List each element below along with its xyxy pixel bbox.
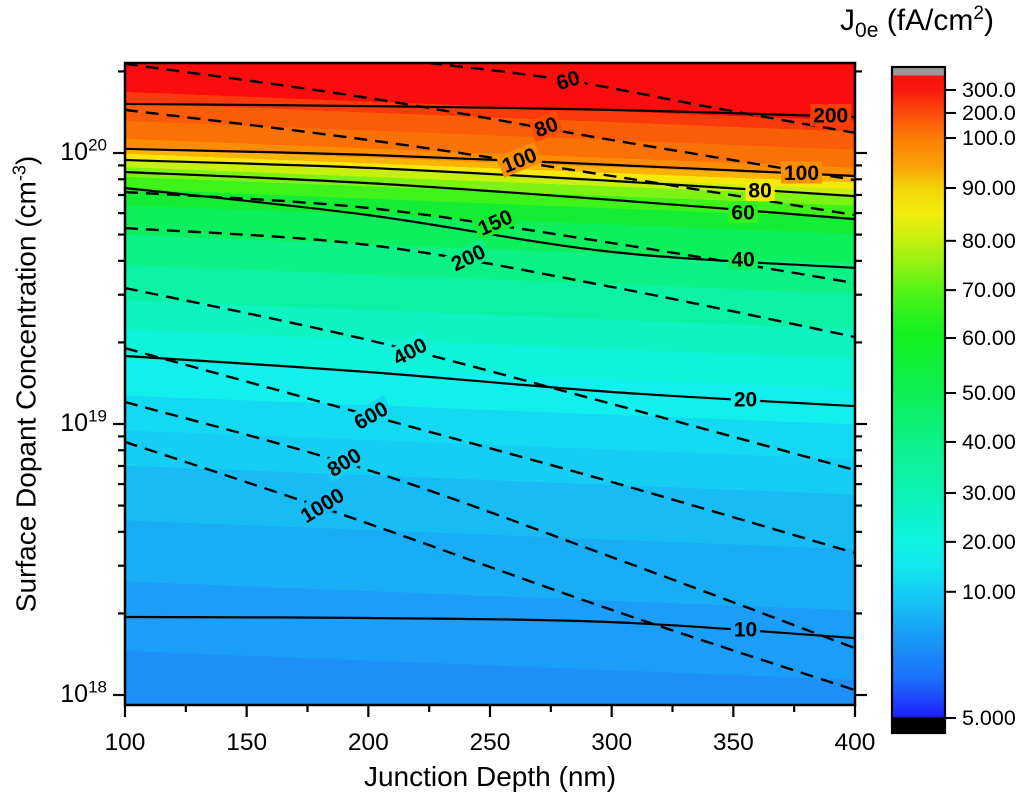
contour-label-solid-200: 200 xyxy=(810,104,852,128)
contour-label-dashed-200: 200 xyxy=(444,238,492,276)
contour-label-solid-100: 100 xyxy=(780,161,823,185)
colorbar-tick-label-30.00: 30.00 xyxy=(962,481,1016,505)
contour-label-solid-40: 40 xyxy=(728,247,758,271)
x-axis-title: Junction Depth (nm) xyxy=(363,761,617,792)
y-tick-label-1e20: 1020 xyxy=(60,135,107,166)
x-tick-label-400: 400 xyxy=(835,729,876,756)
contour-line-dashed-80 xyxy=(125,63,855,182)
colorbar-tick-label-10.00: 10.00 xyxy=(962,580,1016,604)
colorbar-tick-label-200.0: 200.0 xyxy=(962,101,1016,125)
x-tick-label-250: 250 xyxy=(470,729,511,756)
x-tick-label-300: 300 xyxy=(591,729,632,756)
x-tick-label-150: 150 xyxy=(226,729,267,756)
contour-line-dashed-1000 xyxy=(125,440,855,692)
contour-label-text: 100 xyxy=(784,162,819,185)
x-tick-label-350: 350 xyxy=(713,729,754,756)
axes-ticks: 100 150 200 250 300 350 400 xyxy=(105,70,876,756)
contour-lines: 6080100150200400600800100020010080604020… xyxy=(125,63,855,692)
y-axis-title: Surface Dopant Concentration (cm-3) xyxy=(9,155,42,613)
contour-line-solid-100 xyxy=(125,147,855,178)
colorbar-tick-label-90.00: 90.00 xyxy=(962,176,1016,200)
contour-line-dashed-200 xyxy=(125,226,855,339)
contour-label-solid-10: 10 xyxy=(730,618,761,642)
contour-label-solid-20: 20 xyxy=(730,388,761,412)
contour-label-solid-60: 60 xyxy=(728,201,758,225)
contour-label-text: 40 xyxy=(731,248,754,271)
x-tick-label-200: 200 xyxy=(348,729,389,756)
colorbar-tick-label-50.00: 50.00 xyxy=(962,381,1016,405)
contour-label-solid-80: 80 xyxy=(745,179,775,203)
colorbar-tick-label-100.0: 100.0 xyxy=(962,126,1016,150)
y-tick-label-1e19: 1019 xyxy=(60,406,107,437)
contour-label-text: 200 xyxy=(813,105,848,128)
x-tick-label-100: 100 xyxy=(105,729,146,756)
contour-line-dashed-600 xyxy=(125,346,855,555)
contour-line-dashed-100 xyxy=(125,108,855,217)
contour-line-dashed-800 xyxy=(125,400,855,650)
colorbar-tick-label-70.00: 70.00 xyxy=(962,278,1016,302)
colorbar xyxy=(890,65,947,735)
contour-line-solid-200 xyxy=(125,102,855,119)
colorbar-tick-label-60.00: 60.00 xyxy=(962,326,1016,350)
contour-line-dashed-400 xyxy=(125,286,855,472)
contour-line-dashed-60 xyxy=(429,63,855,135)
colorbar-tick-label-80.00: 80.00 xyxy=(962,229,1016,253)
colorbar-tick-label-5.000: 5.000 xyxy=(962,706,1016,730)
contour-label-text: 80 xyxy=(748,180,771,203)
contour-label-text: 20 xyxy=(734,389,757,412)
contour-label-text: 10 xyxy=(734,619,757,642)
colorbar-title: J0e (fA/cm2) xyxy=(840,3,994,42)
y-tick-label-1e18: 1018 xyxy=(60,677,107,708)
colorbar-tick-label-300.0: 300.0 xyxy=(962,78,1016,102)
contour-label-text: 60 xyxy=(731,202,754,225)
colorbar-tick-label-20.00: 20.00 xyxy=(962,530,1016,554)
colorbar-tick-label-40.00: 40.00 xyxy=(962,430,1016,454)
